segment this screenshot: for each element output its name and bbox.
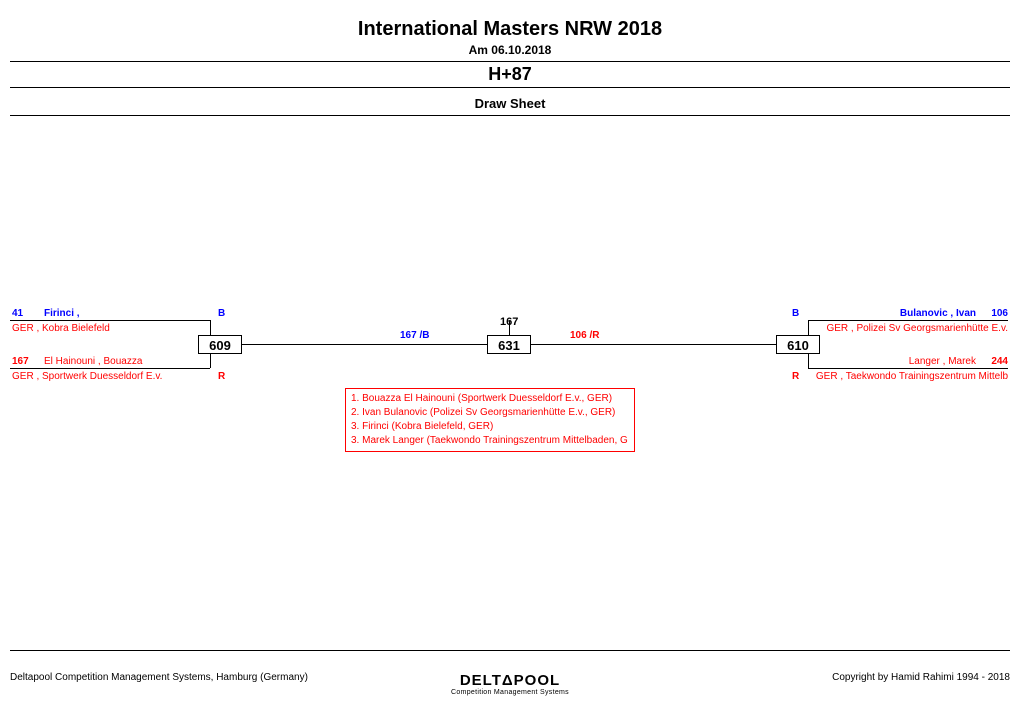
logo-sub: Competition Management Systems	[451, 689, 569, 696]
line	[10, 320, 210, 321]
final-winner: 167	[500, 316, 518, 328]
weight-class: H+87	[0, 62, 1020, 87]
matchbox-final: 631	[487, 335, 531, 354]
subtitle: Draw Sheet	[0, 96, 1020, 111]
lb-num: 167	[12, 356, 29, 367]
rt-club: GER , Polizei Sv Georgsmarienhütte E.v.	[826, 323, 1008, 334]
rb-name: Langer , Marek	[909, 356, 976, 367]
footer-logo: DELTΔPOOL Competition Management Systems	[451, 672, 569, 696]
semi-r: 106 /R	[570, 330, 599, 341]
results-box: 1. Bouazza El Hainouni (Sportwerk Duesse…	[345, 388, 635, 452]
event-date: Am 06.10.2018	[0, 43, 1020, 57]
line	[413, 344, 808, 345]
lb-mark: R	[218, 371, 225, 382]
rb-mark: R	[792, 371, 799, 382]
event-title: International Masters NRW 2018	[0, 18, 1020, 41]
lt-club: GER , Kobra Bielefeld	[12, 323, 110, 334]
result-3: 3. Firinci (Kobra Bielefeld, GER)	[351, 420, 629, 434]
lt-name: Firinci ,	[44, 308, 80, 319]
rb-num: 244	[991, 356, 1008, 367]
lt-mark: B	[218, 308, 225, 319]
bracket: 41 Firinci , B GER , Kobra Bielefeld 167…	[0, 116, 1020, 596]
rt-num: 106	[991, 308, 1008, 319]
rt-mark: B	[792, 308, 799, 319]
logo-main: DELTΔPOOL	[451, 672, 569, 689]
result-1: 1. Bouazza El Hainouni (Sportwerk Duesse…	[351, 392, 629, 406]
lt-num: 41	[12, 308, 23, 319]
semi-b: 167 /B	[400, 330, 429, 341]
line	[808, 320, 1008, 321]
matchbox-left: 609	[198, 335, 242, 354]
line	[808, 368, 1008, 369]
footer-right: Copyright by Hamid Rahimi 1994 - 2018	[832, 672, 1010, 683]
header: International Masters NRW 2018 Am 06.10.…	[0, 0, 1020, 116]
footer-left: Deltapool Competition Management Systems…	[10, 672, 308, 683]
rt-name: Bulanovic , Ivan	[900, 308, 976, 319]
result-2: 2. Ivan Bulanovic (Polizei Sv Georgsmari…	[351, 406, 629, 420]
lb-name: El Hainouni , Bouazza	[44, 356, 142, 367]
footer-divider	[10, 650, 1010, 651]
lb-club: GER , Sportwerk Duesseldorf E.v.	[12, 371, 162, 382]
divider-mid	[10, 87, 1010, 88]
matchbox-right: 610	[776, 335, 820, 354]
line	[10, 368, 210, 369]
result-4: 3. Marek Langer (Taekwondo Trainingszent…	[351, 434, 629, 448]
rb-club: GER , Taekwondo Trainingszentrum Mittelb	[816, 371, 1008, 382]
